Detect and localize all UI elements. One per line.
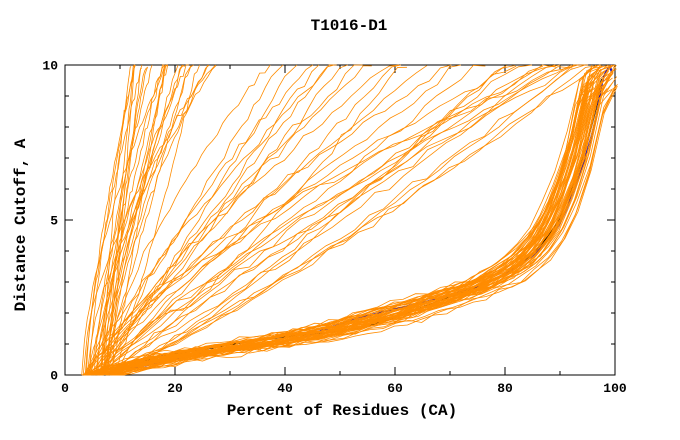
svg-text:100: 100: [603, 381, 627, 396]
svg-text:10: 10: [42, 59, 58, 74]
svg-text:0: 0: [50, 369, 58, 384]
svg-text:0: 0: [61, 381, 69, 396]
svg-text:5: 5: [50, 214, 58, 229]
svg-text:40: 40: [277, 381, 293, 396]
svg-text:20: 20: [167, 381, 183, 396]
svg-text:80: 80: [497, 381, 513, 396]
svg-text:60: 60: [387, 381, 403, 396]
